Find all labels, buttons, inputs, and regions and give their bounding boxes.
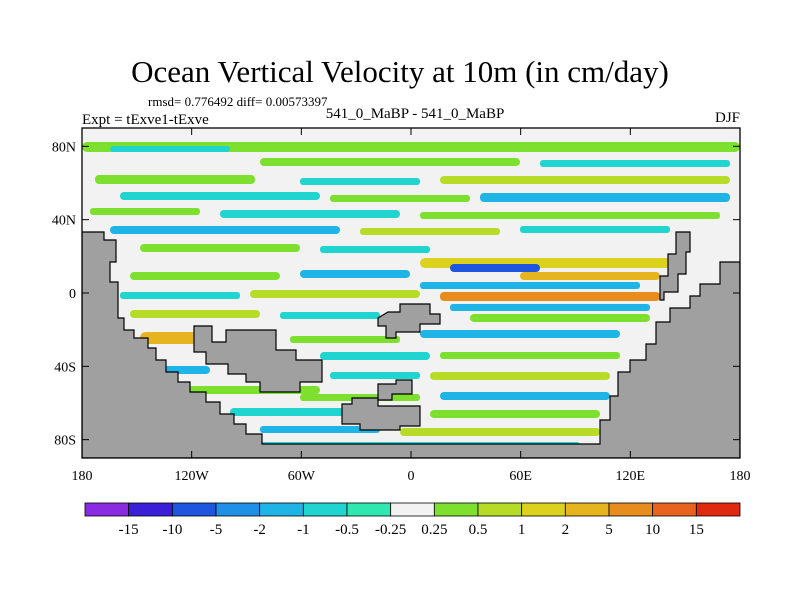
field-band-orange	[440, 292, 660, 301]
y-tick-label: 80N	[52, 140, 76, 155]
x-tick-label: 0	[408, 469, 415, 484]
x-tick-label: 120E	[616, 469, 646, 484]
field-band-cyan	[450, 304, 650, 311]
landmass-central-continent	[193, 325, 323, 393]
field-band-cyan	[120, 292, 240, 299]
colorbar-swatch	[128, 502, 173, 517]
colorbar-label: -5	[210, 522, 223, 538]
field-band-cyan	[110, 226, 340, 234]
field-band-green	[430, 410, 600, 418]
colorbar-label: 5	[605, 522, 613, 538]
field-band-green	[440, 176, 730, 184]
colorbar-label: 15	[689, 522, 704, 538]
field-band-cyan	[420, 282, 640, 289]
field-band-cyan	[230, 408, 350, 416]
landmass-central-island	[377, 303, 441, 339]
colorbar-label: -0.25	[375, 522, 406, 538]
field-band-cyan	[520, 226, 670, 233]
field-band-green	[260, 158, 520, 166]
field-band-blue	[450, 264, 540, 272]
stats-label: rmsd= 0.776492 diff= 0.00573397	[148, 94, 328, 109]
y-tick-label: 40S	[54, 360, 76, 375]
field-band-cyan	[220, 210, 400, 218]
y-tick-label: 40N	[52, 214, 76, 229]
colorbar-swatch	[215, 502, 261, 517]
colorbar-swatch	[521, 502, 566, 517]
experiment-label: Expt = tExve1-tExve	[82, 112, 209, 128]
field-band-green	[360, 228, 500, 235]
colorbar-label: -1	[297, 522, 310, 538]
colorbar-swatch	[433, 502, 479, 517]
map-field	[82, 128, 740, 458]
x-tick-label: 180	[72, 469, 93, 484]
colorbar-swatch	[608, 502, 654, 517]
colorbar-label: -15	[119, 522, 139, 538]
field-band-orange	[520, 272, 660, 280]
colorbar-label: -2	[253, 522, 266, 538]
landmass-south-island	[341, 397, 421, 431]
field-band-cyan	[330, 372, 420, 379]
colorbar-swatch	[171, 502, 217, 517]
x-tick-label: 180	[730, 469, 751, 484]
field-band-cyan	[540, 160, 730, 167]
colorbar: -15 -10 -5 -2 -1 -0.5 -0.25 0.25 0.5 1 2 5 10 15	[84, 502, 741, 538]
field-band-cyan	[440, 392, 610, 400]
field-band-green	[140, 244, 300, 252]
x-tick-label: 120W	[175, 469, 210, 484]
field-band-green	[130, 272, 280, 280]
colorbar-swatch	[564, 502, 610, 517]
colorbar-swatch	[695, 502, 741, 517]
season-label: DJF	[714, 110, 740, 126]
field-band-cyan	[110, 146, 230, 152]
landmass-south-small-island	[377, 379, 413, 401]
chart-title: Ocean Vertical Velocity at 10m (in cm/da…	[131, 54, 669, 89]
field-band-green	[95, 175, 255, 184]
colorbar-swatch	[652, 502, 697, 517]
field-band-cyan	[320, 246, 430, 253]
field-band-green	[400, 428, 600, 436]
colorbar-swatch	[302, 502, 348, 517]
field-band-cyan	[320, 352, 430, 360]
colorbar-swatch	[84, 502, 130, 517]
field-band-cyan	[480, 193, 730, 202]
field-band-yellow	[250, 290, 420, 298]
colorbar-label: 1	[518, 522, 526, 538]
colorbar-swatch	[477, 502, 523, 517]
field-band-cyan	[300, 178, 420, 185]
field-band-green	[420, 212, 720, 219]
colorbar-label: 0.5	[469, 522, 488, 538]
field-band-cyan	[280, 312, 380, 319]
y-tick-label: 0	[69, 287, 76, 302]
colorbar-swatch	[346, 502, 392, 517]
field-band-cyan	[120, 192, 320, 200]
field-band-green	[330, 195, 470, 202]
field-band-green	[290, 336, 400, 343]
landmass-east-island	[659, 231, 691, 301]
colorbar-label: 10	[645, 522, 660, 538]
field-band-green	[90, 208, 200, 215]
field-band-orange	[140, 332, 210, 344]
colorbar-label: -10	[162, 522, 182, 538]
y-tick-label: 80S	[54, 434, 76, 449]
colorbar-swatch	[390, 502, 435, 517]
case-label: 541_0_MaBP - 541_0_MaBP	[325, 106, 505, 122]
x-tick-label: 60E	[509, 469, 532, 484]
axis-ticks: 180 120W 60W 0 60E 120E 180 80N 40N 0 40S 80S	[52, 128, 751, 484]
colorbar-swatch	[259, 502, 304, 517]
x-tick-label: 60W	[288, 469, 316, 484]
field-band-cyan	[420, 330, 620, 338]
field-band-cyan	[260, 426, 380, 433]
colorbar-label: 0.25	[421, 522, 447, 538]
landmass-west-continent	[82, 231, 740, 458]
field-band-cyan	[300, 270, 410, 278]
colorbar-label: 2	[562, 522, 570, 538]
field-band-green	[440, 352, 620, 359]
colorbar-label: -0.5	[335, 522, 359, 538]
field-band-green	[430, 372, 610, 380]
field-band-green	[82, 142, 740, 152]
field-band-green	[130, 310, 260, 318]
field-band-green	[470, 314, 650, 322]
